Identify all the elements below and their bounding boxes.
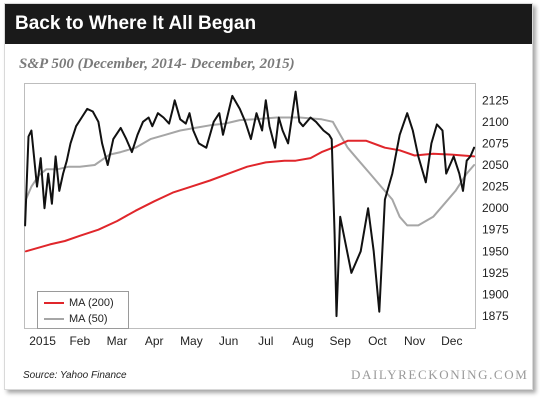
- x-tick-label: Feb: [69, 334, 90, 348]
- y-tick-label: 1925: [482, 266, 509, 280]
- y-tick-label: 2125: [482, 93, 509, 107]
- chart-svg: 1875 1900 1925 1950 1975 2000 2025 2050 2075 2100…: [24, 90, 509, 348]
- x-tick-label: Jun: [219, 334, 238, 348]
- y-tick-label: 2025: [482, 180, 509, 194]
- x-tick-label: Dec: [441, 334, 462, 348]
- chart-card: Back to Where It All Began S&P 500 (Dece…: [4, 3, 533, 390]
- y-tick-label: 2075: [482, 136, 509, 150]
- legend-label-ma200: MA (200): [69, 297, 114, 309]
- watermark: DAILYRECKONING.COM: [351, 367, 529, 382]
- y-tick-label: 1875: [482, 309, 509, 323]
- series-line-ma50: [24, 116, 476, 227]
- y-tick-label: 1950: [482, 244, 509, 258]
- x-tick-label: May: [180, 334, 203, 348]
- legend-label-ma50: MA (50): [69, 313, 108, 325]
- page-title: Back to Where It All Began: [15, 13, 257, 34]
- plot-area: [24, 83, 476, 329]
- series-line-ma200: [24, 139, 476, 253]
- x-tick-label: Nov: [404, 334, 425, 348]
- legend-swatch-ma50: [44, 318, 64, 320]
- series-lines: [24, 90, 476, 318]
- y-tick-label: 1975: [482, 223, 509, 237]
- x-tick-label: Sep: [330, 334, 352, 348]
- y-tick-label: 1900: [482, 287, 509, 301]
- y-tick-label: 2100: [482, 115, 509, 129]
- y-tick-label: 2050: [482, 158, 509, 172]
- legend-item-ma50: MA (50): [44, 312, 108, 326]
- x-tick-label: Jul: [258, 334, 273, 348]
- title-bar: Back to Where It All Began: [5, 4, 532, 44]
- x-tick-label: Aug: [292, 334, 313, 348]
- chart-subtitle: S&P 500 (December, 2014- December, 2015): [19, 56, 295, 72]
- series-line-price: [24, 90, 476, 318]
- y-tick-label: 2000: [482, 201, 509, 215]
- legend-item-ma200: MA (200): [44, 296, 114, 310]
- chart-legend: MA (200) MA (50): [37, 291, 129, 329]
- x-tick-labels: 2015 Feb Mar Apr May Jun Jul Aug Sep Oct Nov Dec: [29, 334, 462, 348]
- legend-swatch-ma200: [44, 302, 64, 304]
- x-tick-label: Oct: [368, 334, 387, 348]
- y-tick-labels: 1875 1900 1925 1950 1975 2000 2025 2050 2075 2100…: [482, 93, 509, 323]
- x-tick-label: Mar: [107, 334, 128, 348]
- x-tick-label: Apr: [145, 334, 164, 348]
- source-note: Source: Yahoo Finance: [23, 370, 127, 381]
- x-tick-label: 2015: [29, 334, 56, 348]
